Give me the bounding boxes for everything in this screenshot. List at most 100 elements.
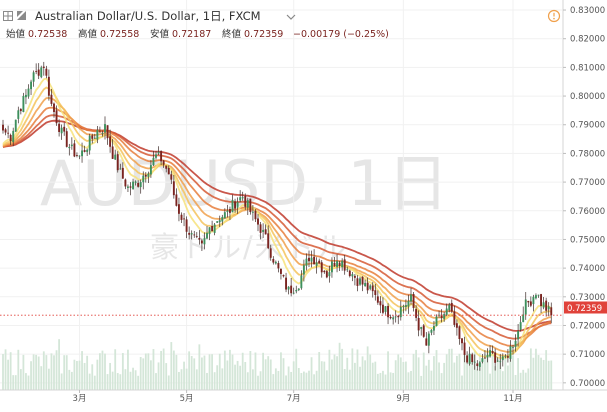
volume-bar <box>229 349 231 390</box>
volume-bar <box>450 348 453 390</box>
x-tick-label: 5月 <box>180 394 194 404</box>
candle-body <box>137 182 140 187</box>
candle-body <box>346 269 349 271</box>
volume-bar <box>42 351 45 390</box>
volume-bar <box>35 354 38 390</box>
candle-body <box>338 262 341 266</box>
candle-body <box>331 261 333 273</box>
volume-bar <box>99 353 101 390</box>
alert-icon[interactable] <box>547 9 561 23</box>
volume-bar <box>206 372 208 390</box>
volume-bar <box>216 365 219 390</box>
volume-bar <box>93 375 96 390</box>
volume-bar <box>63 355 66 390</box>
candle-body <box>157 151 160 154</box>
volume-bar <box>290 371 293 390</box>
volume-bar <box>282 358 285 390</box>
candle-body <box>379 301 382 306</box>
candle-body <box>427 333 430 346</box>
candle-body <box>461 338 463 344</box>
volume-bar <box>333 354 336 390</box>
volume-bar <box>494 366 497 390</box>
candle-body <box>501 356 504 361</box>
volume-bar <box>226 360 229 390</box>
candle-body <box>239 197 242 201</box>
volume-bar <box>504 355 507 390</box>
volume-bar <box>369 354 372 390</box>
candle-body <box>200 240 203 244</box>
volume-bar <box>471 360 474 390</box>
symbol-title[interactable]: Australian Dollar/U.S. Dollar, 1日, FXCM <box>35 9 261 23</box>
high-value: 0.72558 <box>100 29 139 40</box>
candle-body <box>392 317 395 320</box>
candle-body <box>463 342 466 355</box>
candle-body <box>369 285 372 289</box>
candle-body <box>134 181 137 183</box>
candle-body <box>313 256 316 265</box>
candle-body <box>524 299 527 315</box>
open-value: 0.72538 <box>28 29 67 40</box>
candle-body <box>183 218 185 220</box>
volume-bar <box>356 349 359 390</box>
volume-bar <box>160 350 162 390</box>
volume-bar <box>175 354 178 390</box>
volume-bar <box>478 353 481 390</box>
ma-ribbon <box>2 77 552 360</box>
volume-bar <box>254 352 257 390</box>
candle-body <box>93 137 96 139</box>
time-axis[interactable]: 3月 5月 7月 9月 11月 <box>73 390 523 404</box>
volume-bar <box>139 356 142 390</box>
volume-bar <box>295 348 298 390</box>
candle-body <box>310 257 313 262</box>
volume-bar <box>374 361 377 390</box>
candle-body <box>290 285 293 294</box>
volume-bar <box>285 375 287 390</box>
candle-body <box>407 301 410 307</box>
candle-body <box>178 204 180 214</box>
volume-bar <box>198 344 201 390</box>
volume-bar <box>208 354 211 390</box>
price-axis[interactable]: 0.70000 0.71000 0.72000 0.73000 0.74000 0.750… <box>563 6 605 389</box>
volume-bar <box>81 351 83 390</box>
chevron-down-icon[interactable] <box>286 14 296 20</box>
volume-bar <box>178 371 180 390</box>
volume-bar <box>287 366 290 390</box>
candle-body <box>91 135 94 139</box>
candle-body <box>17 110 20 119</box>
volume-bar <box>425 365 428 390</box>
volume-bar <box>241 352 244 390</box>
candle-body <box>292 292 295 294</box>
volume-bar <box>496 358 499 390</box>
candle-body <box>333 262 336 266</box>
volume-bar <box>280 352 282 390</box>
candle-body <box>19 108 22 112</box>
candle-body <box>318 260 321 264</box>
candle-body <box>343 259 346 271</box>
volume-bar <box>461 375 463 390</box>
volume-bar <box>445 354 448 390</box>
candle-body <box>124 179 127 187</box>
candle-body <box>241 197 244 199</box>
volume-bar <box>509 353 512 390</box>
volume-bar <box>150 360 152 390</box>
candle-body <box>211 226 214 232</box>
volume-bar <box>223 350 226 390</box>
candle-body <box>402 306 405 307</box>
candle-body <box>435 316 438 327</box>
expand-icon[interactable] <box>3 11 13 21</box>
volume-bar <box>45 355 48 390</box>
candle-body <box>132 181 134 190</box>
volume-bar <box>308 370 310 390</box>
volume-bar <box>484 354 486 390</box>
volume-bar <box>190 356 193 390</box>
collapse-icon[interactable] <box>17 11 26 20</box>
volume-bar <box>27 375 30 390</box>
volume-bar <box>121 353 124 390</box>
candle-body <box>203 238 206 245</box>
y-tick-label: 0.78000 <box>570 149 605 159</box>
change-value: −0.00179 (−0.25%) <box>293 29 389 40</box>
volume-bar <box>32 354 35 390</box>
candle-body <box>165 165 168 169</box>
